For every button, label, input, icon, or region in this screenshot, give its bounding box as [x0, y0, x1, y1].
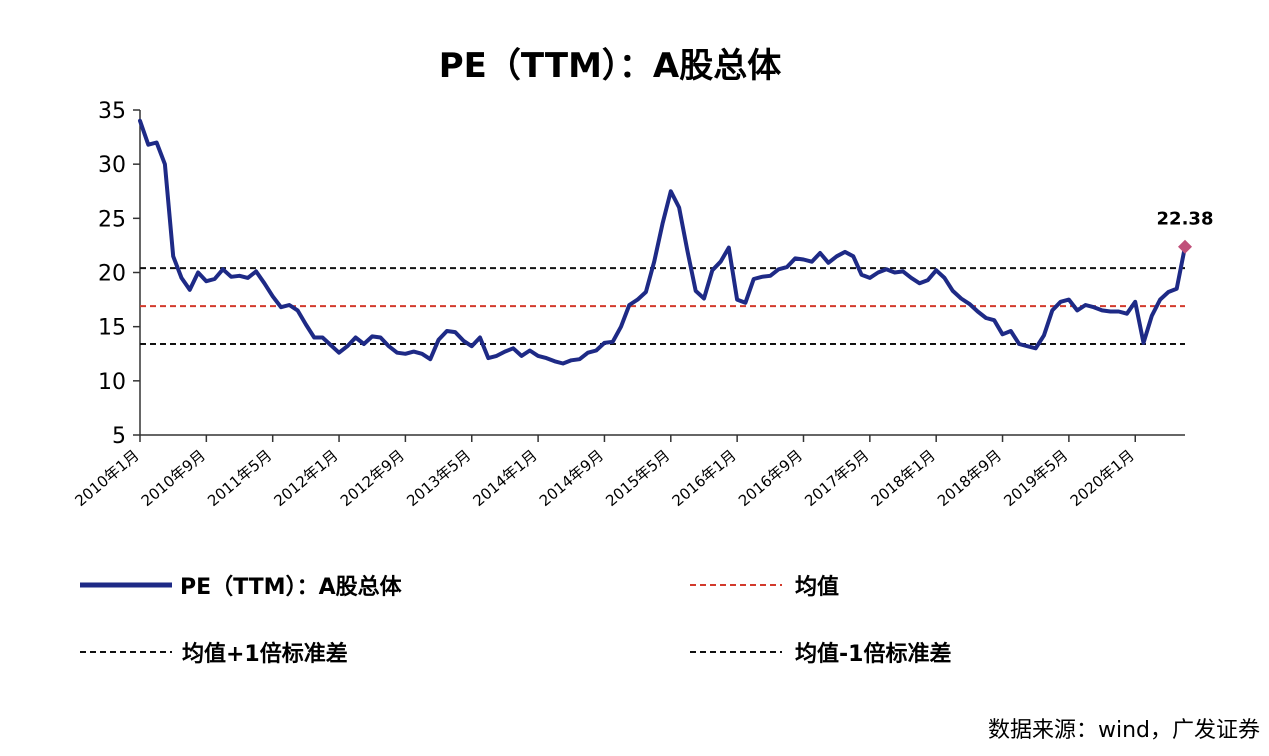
- y-tick-label: 35: [98, 99, 126, 124]
- x-tick-label: 2014年9月: [536, 446, 607, 510]
- x-tick-label: 2010年1月: [71, 446, 142, 510]
- x-tick-label: 2012年1月: [271, 446, 342, 510]
- chart-title: PE（TTM）：A股总体: [439, 46, 781, 86]
- x-tick-label: 2019年5月: [1000, 446, 1071, 510]
- x-tick-label: 2012年9月: [337, 446, 408, 510]
- y-tick-label: 30: [98, 153, 126, 178]
- annotation-group: 22.38: [1157, 209, 1214, 254]
- x-tick-label: 2015年5月: [602, 446, 673, 510]
- x-axis: 2010年1月2010年9月2011年5月2012年1月2012年9月2013年…: [71, 434, 1185, 510]
- last-value-label: 22.38: [1157, 209, 1214, 230]
- legend: PE（TTM）：A股总体 均值 均值+1倍标准差 均值-1倍标准差: [80, 574, 951, 667]
- y-tick-label: 5: [112, 424, 126, 449]
- last-value-marker: [1178, 239, 1192, 254]
- reference-lines: [140, 267, 1185, 345]
- x-tick-label: 2016年9月: [735, 446, 806, 510]
- x-tick-label: 2018年1月: [868, 446, 939, 510]
- source-note: 数据来源：wind，广发证券: [988, 718, 1260, 743]
- x-tick-label: 2010年9月: [138, 446, 209, 510]
- series-group: [138, 118, 1187, 366]
- legend-label-pe: PE（TTM）：A股总体: [180, 574, 403, 600]
- y-axis: 5 10 15 20 25 30 35: [98, 99, 141, 449]
- x-tick-label: 2011年5月: [204, 446, 275, 510]
- y-tick-label: 15: [98, 316, 126, 341]
- x-tick-label: 2016年1月: [669, 446, 740, 510]
- y-tick-label: 20: [98, 262, 126, 287]
- y-tick-label: 10: [98, 370, 126, 395]
- x-tick-label: 2020年1月: [1067, 446, 1138, 510]
- x-tick-label: 2017年5月: [801, 446, 872, 510]
- legend-label-plus1sd: 均值+1倍标准差: [182, 641, 348, 667]
- y-tick-label: 25: [98, 207, 126, 232]
- legend-label-minus1sd: 均值-1倍标准差: [795, 641, 951, 667]
- x-tick-label: 2014年1月: [470, 446, 541, 510]
- legend-label-mean: 均值: [795, 574, 839, 600]
- x-tick-label: 2013年5月: [403, 446, 474, 510]
- series-line-pe-ttm: [138, 118, 1187, 366]
- x-tick-label: 2018年9月: [934, 446, 1005, 510]
